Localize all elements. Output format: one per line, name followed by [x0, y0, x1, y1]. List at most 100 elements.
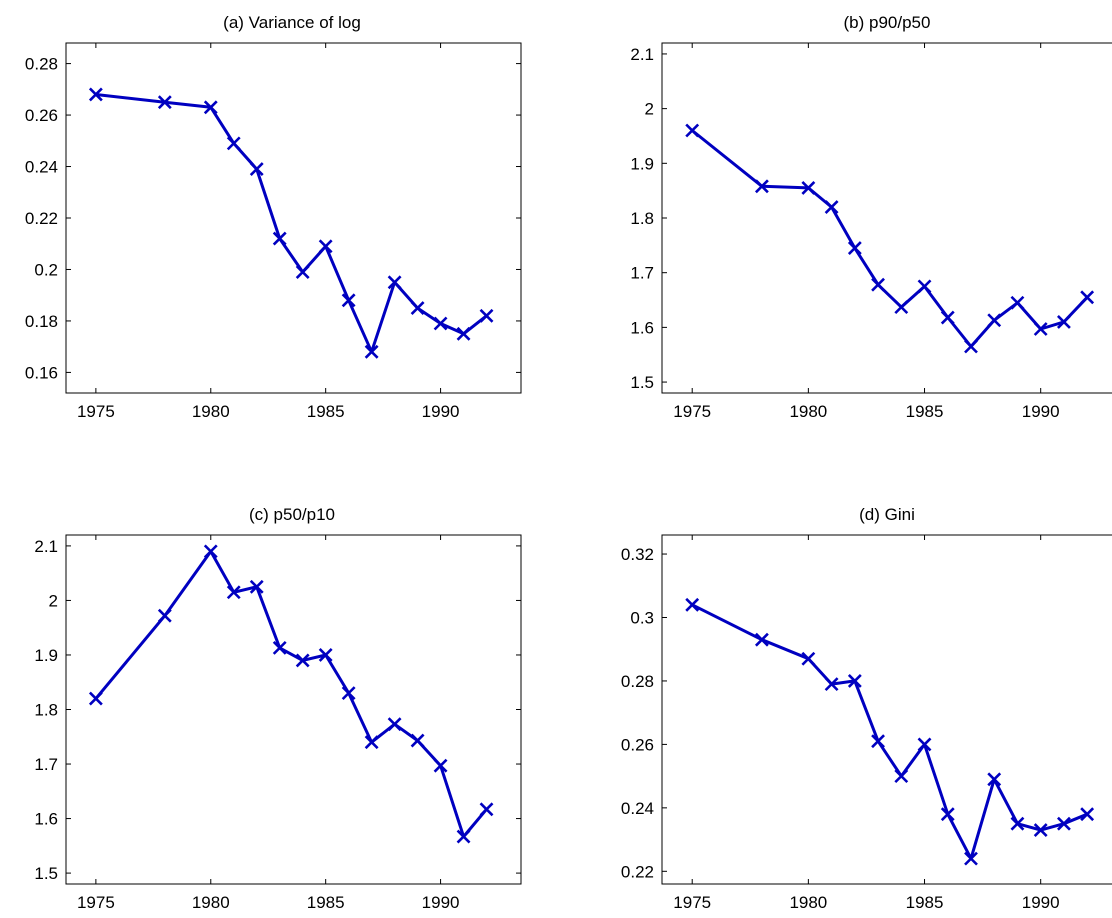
data-point-marker — [871, 734, 885, 749]
x-tick-label: 1980 — [192, 893, 230, 912]
data-point-marker — [964, 851, 978, 866]
data-point-marker — [410, 733, 425, 748]
data-point-marker — [1080, 290, 1095, 305]
data-point-marker — [964, 339, 978, 354]
data-point-marker — [272, 231, 287, 246]
x-tick-label: 1990 — [1022, 402, 1060, 421]
panel-title: (a) Variance of log — [223, 13, 361, 32]
data-point-marker — [410, 301, 425, 315]
y-tick-label: 1.6 — [630, 318, 654, 337]
data-point-marker — [685, 597, 700, 612]
y-tick-label: 1.7 — [630, 264, 654, 283]
data-point-marker — [272, 640, 287, 655]
y-tick-label: 0.16 — [25, 363, 58, 382]
data-point-marker — [917, 737, 932, 752]
data-point-marker — [801, 651, 816, 666]
data-point-marker — [847, 674, 862, 688]
y-tick-label: 2 — [49, 591, 58, 610]
y-tick-label: 1.8 — [34, 701, 58, 720]
data-point-marker — [318, 239, 333, 254]
data-point-marker — [801, 181, 816, 195]
y-tick-label: 0.32 — [621, 545, 654, 564]
data-point-marker — [88, 691, 103, 706]
x-tick-label: 1980 — [789, 402, 827, 421]
y-tick-label: 2.1 — [34, 537, 58, 556]
data-point-marker — [249, 162, 264, 177]
x-tick-label: 1985 — [307, 402, 345, 421]
data-point-marker — [1080, 807, 1095, 822]
chart-marks: 1975 1980 1985 1990 0.22 0.24 0.26 0.28 0.3 0.32 — [621, 535, 1095, 912]
y-tick-label: 0.26 — [621, 735, 654, 754]
y-tick-label: 0.28 — [621, 672, 654, 691]
data-point-marker — [940, 807, 955, 822]
chart-marks: 1975 1980 1985 1990 1.5 1.6 1.7 1.8 1.9 2 2.1 — [630, 43, 1095, 421]
y-tick-label: 2.1 — [630, 45, 654, 64]
x-tick-label: 1975 — [77, 893, 115, 912]
data-point-marker — [1057, 314, 1071, 329]
data-point-marker — [1033, 322, 1048, 336]
x-tick-label: 1975 — [673, 402, 711, 421]
y-tick-label: 1.6 — [34, 810, 58, 829]
y-tick-label: 0.3 — [630, 608, 654, 627]
y-tick-label: 1.8 — [630, 209, 654, 228]
x-tick-label: 1990 — [422, 402, 460, 421]
y-tick-label: 1.7 — [34, 755, 58, 774]
data-point-marker — [871, 277, 885, 292]
x-tick-label: 1985 — [906, 402, 944, 421]
panel-gini: (d) Gini 1975 1980 1985 1990 0.22 0.24 0.26 0.2… — [621, 505, 1112, 912]
y-tick-label: 2 — [645, 100, 654, 119]
x-tick-label: 1980 — [192, 402, 230, 421]
data-point-marker — [88, 87, 103, 102]
data-point-marker — [203, 544, 218, 559]
panel-title: (c) p50/p10 — [249, 505, 335, 524]
data-point-marker — [1010, 816, 1025, 831]
data-point-marker — [226, 136, 241, 151]
data-point-marker — [157, 608, 172, 623]
data-point-marker — [1057, 816, 1071, 831]
y-tick-label: 0.2 — [34, 260, 58, 279]
y-tick-label: 1.5 — [34, 864, 58, 883]
x-tick-label: 1975 — [673, 893, 711, 912]
data-point-marker — [894, 769, 909, 784]
x-tick-label: 1990 — [422, 893, 460, 912]
data-point-marker — [1033, 823, 1048, 837]
data-point-marker — [203, 100, 218, 115]
panel-p50-p10: (c) p50/p10 1975 1980 1985 1990 1.5 1.6 1.7 1.8… — [34, 505, 522, 912]
data-point-marker — [754, 179, 769, 194]
chart-marks: 1975 1980 1985 1990 1.5 1.6 1.7 1.8 1.9 2 2.1 — [34, 535, 521, 912]
data-point-marker — [318, 648, 333, 662]
data-point-marker — [917, 279, 932, 294]
data-point-marker — [295, 653, 310, 668]
x-tick-label: 1990 — [1022, 893, 1060, 912]
y-tick-label: 0.22 — [621, 862, 654, 881]
data-point-marker — [387, 275, 402, 290]
chart-marks: 1975 1980 1985 1990 0.16 0.18 0.2 0.22 0.24 0.26 0… — [25, 43, 521, 421]
data-point-marker — [456, 326, 471, 341]
data-point-marker — [685, 123, 700, 138]
data-point-marker — [226, 585, 241, 600]
plot-frame — [661, 534, 1112, 885]
panel-variance-of-log: (a) Variance of log 1975 1980 1985 1990 0.16… — [25, 13, 522, 421]
data-point-marker — [157, 95, 172, 110]
data-point-marker — [824, 200, 839, 214]
y-tick-label: 0.24 — [621, 799, 654, 818]
y-tick-label: 0.18 — [25, 312, 58, 331]
data-point-marker — [479, 802, 494, 817]
x-tick-label: 1985 — [906, 893, 944, 912]
x-tick-label: 1985 — [307, 893, 345, 912]
data-point-marker — [894, 300, 909, 315]
y-tick-label: 0.22 — [25, 209, 58, 228]
x-tick-label: 1975 — [77, 402, 115, 421]
data-point-marker — [754, 632, 769, 647]
panel-title: (d) Gini — [859, 505, 915, 524]
data-point-marker — [364, 735, 379, 750]
data-point-marker — [341, 293, 356, 308]
y-tick-label: 1.5 — [630, 373, 654, 392]
data-point-marker — [987, 772, 1002, 787]
data-point-marker — [295, 265, 310, 279]
x-tick-label: 1980 — [789, 893, 827, 912]
data-point-marker — [847, 241, 862, 255]
data-point-marker — [456, 829, 471, 844]
data-point-marker — [387, 717, 402, 732]
